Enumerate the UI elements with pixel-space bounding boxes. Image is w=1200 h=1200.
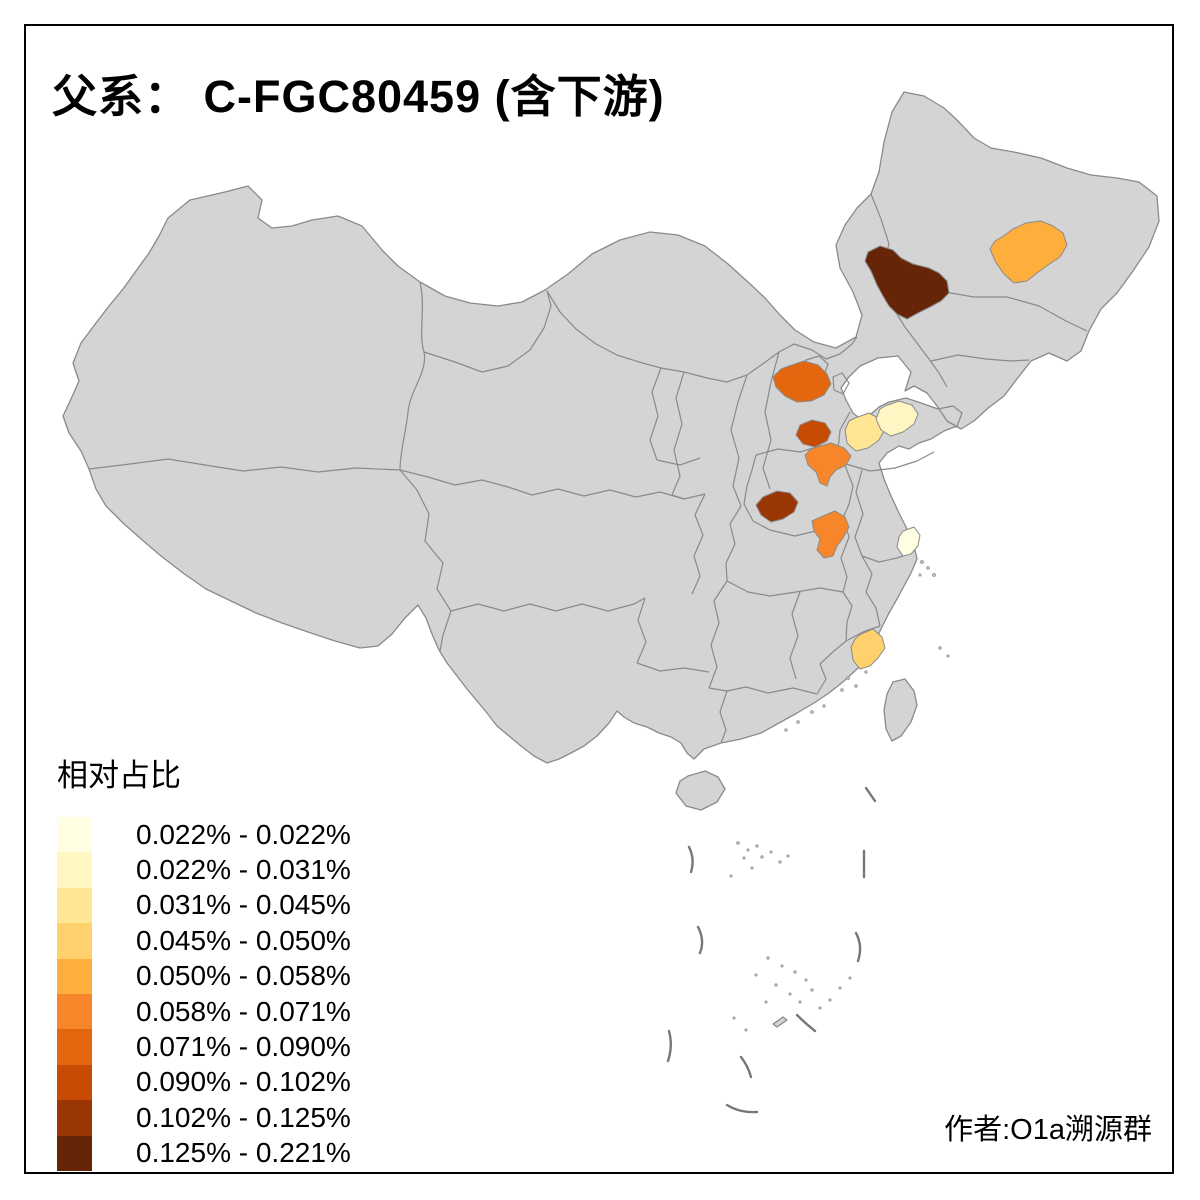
- highlighted-regions: [755, 220, 1068, 670]
- legend-swatch: [57, 1100, 92, 1136]
- region-shanghai-jiangsu-coast: [896, 526, 921, 557]
- legend-row: 0.022% - 0.031%: [57, 852, 351, 888]
- region-henan-west: [755, 490, 799, 523]
- legend-swatch: [57, 1029, 92, 1065]
- hainan-island: [675, 770, 726, 811]
- legend-label: 0.022% - 0.022%: [136, 818, 351, 850]
- legend-swatch: [57, 1064, 92, 1101]
- region-inner-mongolia-southeast: [864, 245, 950, 320]
- legend-swatch: [57, 887, 92, 924]
- legend-label: 0.050% - 0.058%: [136, 960, 351, 992]
- legend-row: 0.058% - 0.071%: [57, 993, 351, 1030]
- legend-swatch: [57, 923, 92, 959]
- legend-row: 0.050% - 0.058%: [57, 958, 351, 994]
- region-anhui-northwest: [811, 510, 850, 559]
- province-borders: [88, 193, 1088, 744]
- legend-swatch: [57, 1135, 92, 1171]
- legend-label: 0.090% - 0.102%: [136, 1066, 351, 1098]
- legend-swatch: [57, 852, 92, 888]
- author-credit: 作者:O1a溯源群: [944, 1114, 1152, 1146]
- legend-row: 0.071% - 0.090%: [57, 1029, 351, 1065]
- page-title: 父系： C-FGC80459 (含下游): [52, 71, 665, 122]
- region-henan-north: [795, 419, 832, 448]
- legend-swatch: [57, 993, 92, 1030]
- region-fujian-coastal: [850, 628, 886, 670]
- taiwan-island: [883, 678, 918, 742]
- region-shandong-central: [875, 400, 919, 437]
- legend-swatch: [57, 817, 92, 853]
- legend-title: 相对占比: [57, 758, 181, 793]
- legend-row: 0.125% - 0.221%: [57, 1135, 351, 1171]
- region-heilongjiang-central: [989, 220, 1068, 284]
- legend-row: 0.102% - 0.125%: [57, 1100, 351, 1136]
- legend-label: 0.058% - 0.071%: [136, 995, 351, 1027]
- region-hebei-central: [772, 360, 832, 403]
- region-henan-east: [804, 442, 852, 487]
- legend-row: 0.031% - 0.045%: [57, 887, 351, 924]
- legend-row: 0.045% - 0.050%: [57, 923, 351, 959]
- nine-dash-line: [666, 786, 877, 1114]
- legend-row: 0.022% - 0.022%: [57, 817, 351, 853]
- legend-label: 0.102% - 0.125%: [136, 1101, 351, 1133]
- south-sea-islet: [772, 1016, 788, 1028]
- legend-label: 0.031% - 0.045%: [136, 889, 351, 921]
- mainland-china-shape: [62, 91, 1160, 764]
- legend-swatch: [57, 958, 92, 994]
- legend-label: 0.045% - 0.050%: [136, 924, 351, 956]
- legend-label: 0.125% - 0.221%: [136, 1137, 351, 1169]
- legend-label: 0.071% - 0.090%: [136, 1031, 351, 1063]
- small-islands: [729, 560, 950, 1032]
- legend-label: 0.022% - 0.031%: [136, 854, 351, 886]
- legend-row: 0.090% - 0.102%: [57, 1064, 351, 1101]
- legend: 相对占比 0.022% - 0.022% 0.022% - 0.031% 0.0…: [57, 750, 351, 1171]
